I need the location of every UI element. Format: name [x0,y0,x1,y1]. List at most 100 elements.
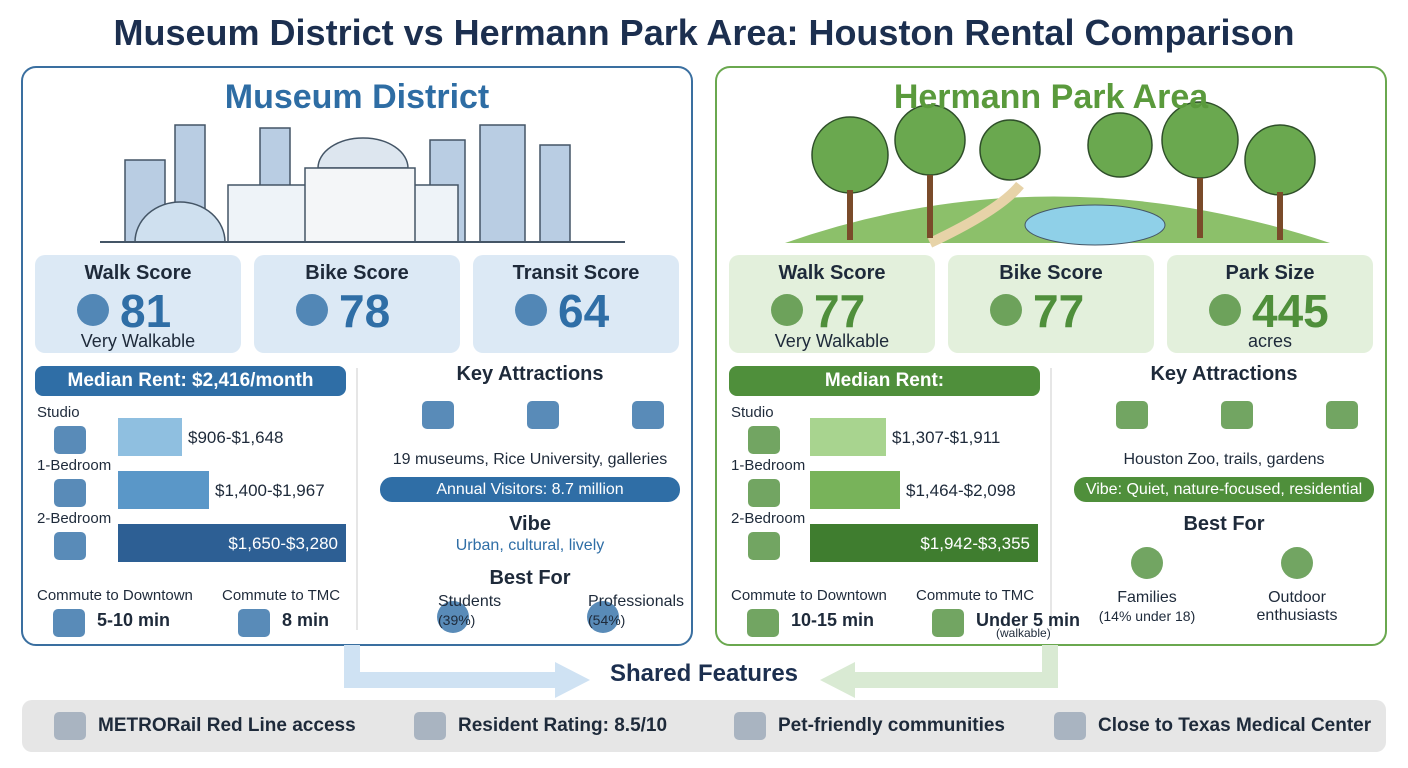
shared-item: Pet-friendly communities [778,715,1005,736]
commute-label: Commute to TMC [916,587,1035,604]
icon [433,597,473,642]
rent-type: Studio [731,404,774,421]
shared-heading: Shared Features [609,660,799,687]
rent-range: $1,464-$2,098 [906,481,1016,500]
icon [418,395,458,440]
icon [744,526,784,571]
group-label: Students [438,593,502,610]
median-rent: Median Rent: $2,416/month [35,366,346,396]
score-value: 445 [1252,285,1329,337]
score-note: acres [1247,331,1292,351]
shared-item: METRORail Red Line access [98,715,356,736]
icon [743,603,783,648]
icon [410,706,450,751]
icon [928,603,968,648]
rent-type: 1-Bedroom [731,457,806,474]
icon [744,473,784,518]
icon [234,603,274,648]
commute-label: Commute to Downtown [731,587,887,604]
rent-bar [810,471,900,509]
icon [583,597,623,642]
icon [730,706,770,751]
icon [292,290,332,335]
attractions-heading: Key Attractions [456,363,604,385]
score-label: Walk Score [84,262,192,284]
rent-range: $906-$1,648 [188,428,284,447]
rent-bar [810,418,886,456]
score-label: Bike Score [999,262,1103,284]
rent-type: 2-Bedroom [731,510,806,527]
commute-time: 5-10 min [97,610,171,630]
icon [49,603,89,648]
commute-note: (walkable) [996,626,1051,640]
rent-bar [118,471,209,509]
group-share: (14% under 18) [1098,608,1196,624]
icon [50,706,90,751]
score-value: 77 [1033,285,1085,337]
icon [767,290,807,335]
icon [1127,543,1167,588]
page-title: Museum District vs Hermann Park Area: Ho… [113,12,1295,53]
score-card [35,255,241,353]
best-for-heading: Best For [1183,513,1265,535]
group-share: (54%) [588,612,626,628]
score-value: 78 [339,285,391,337]
attractions-heading: Key Attractions [1150,363,1298,385]
score-value: 64 [558,285,610,337]
vibe-heading: Vibe [509,513,551,535]
attractions-highlight: Vibe: Quiet, nature-focused, residential [1074,477,1374,502]
attractions-text: 19 museums, Rice University, galleries [392,451,668,468]
icon [1277,543,1317,588]
rent-range: $1,942-$3,355 [920,534,1030,553]
commute-time: Under 5 min [976,610,1081,630]
rent-range: $1,307-$1,911 [892,428,1001,447]
panel-heading: Hermann Park Area [893,78,1209,116]
icon [50,473,90,518]
score-note: Very Walkable [774,331,890,351]
rent-type: Studio [37,404,80,421]
group-label: Outdoor enthusiasts [1256,589,1338,624]
score-card [948,255,1154,353]
score-label: Park Size [1225,262,1315,284]
score-note: Very Walkable [80,331,196,351]
icon [1050,706,1090,751]
attractions-text: Houston Zoo, trails, gardens [1123,451,1325,468]
commute-time: 10-15 min [791,610,875,630]
commute-time: 8 min [282,610,330,630]
panel-heading: Museum District [224,78,490,116]
vibe-text: Urban, cultural, lively [455,537,605,554]
icon [986,290,1026,335]
median-rent: Median Rent: [729,366,1040,396]
score-label: Transit Score [512,262,640,284]
rent-type: 2-Bedroom [37,510,112,527]
score-label: Bike Score [305,262,409,284]
rent-range: $1,650-$3,280 [228,534,338,553]
icon [50,526,90,571]
shared-item: Resident Rating: 8.5/10 [458,715,668,736]
group-share: (39%) [438,612,476,628]
icon [1205,290,1245,335]
icon [73,290,113,335]
rent-bar [118,524,346,562]
score-card [473,255,679,353]
icon [1217,395,1257,440]
best-for-heading: Best For [489,567,571,589]
rent-type: 1-Bedroom [37,457,112,474]
icon [511,290,551,335]
icon [1112,395,1152,440]
shared-item: Close to Texas Medical Center [1098,715,1372,736]
score-value: 81 [120,285,172,337]
score-card [729,255,935,353]
rent-range: $1,400-$1,967 [215,481,325,500]
icon [744,420,784,465]
icon [628,395,668,440]
score-value: 77 [814,285,866,337]
commute-label: Commute to Downtown [37,587,193,604]
commute-label: Commute to TMC [222,587,341,604]
rent-bar [118,418,182,456]
group-label: Professionals [588,593,685,610]
score-label: Walk Score [778,262,886,284]
icon [523,395,563,440]
rent-bar [810,524,1038,562]
